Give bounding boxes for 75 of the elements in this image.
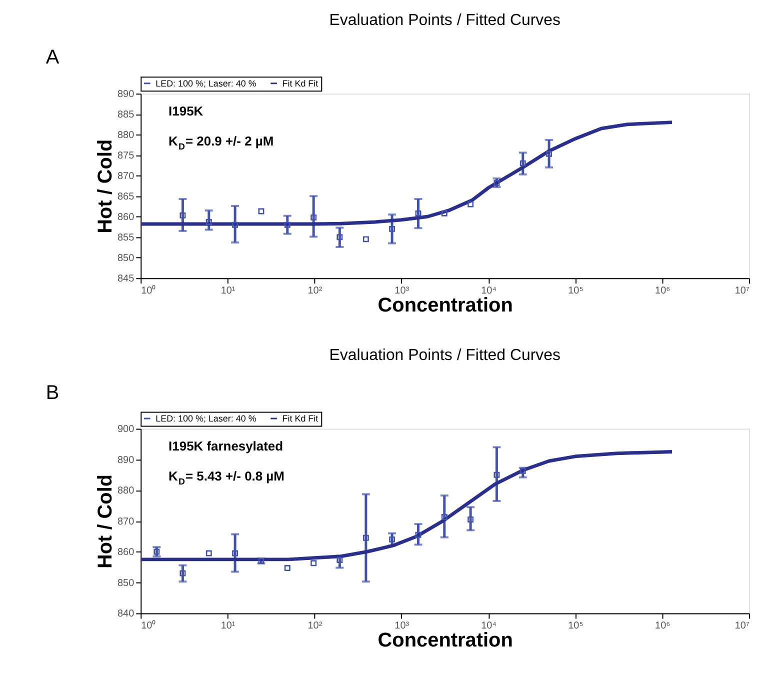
point (206, 218, 212, 225)
point (389, 536, 396, 542)
x-tick-label: 10⁷ (734, 286, 750, 297)
x-axis-title: Concentration (378, 294, 513, 317)
x-tick-label: 10⁶ (655, 286, 670, 297)
point (441, 514, 448, 520)
point (415, 210, 422, 216)
y-tick-label: 880 (118, 130, 135, 142)
y-tick-label: 900 (118, 424, 135, 436)
x-tick-label: 10² (308, 620, 323, 632)
point (415, 532, 422, 538)
legend-label: Fit Kd Fit (282, 78, 319, 88)
chart-title: Evaluation Points / Fitted Curves (329, 346, 560, 364)
x-tick-label: 10¹ (220, 286, 236, 297)
point (206, 550, 212, 556)
legend-label: LED: 100 %; Laser: 40 % (156, 78, 256, 88)
annotation: I195K farnesylated (168, 438, 284, 454)
legend-label: Fit Kd Fit (282, 414, 319, 424)
y-axis-title: Hot / Cold (94, 474, 117, 569)
y-tick-label: 890 (118, 454, 135, 466)
y-tick-label: 885 (118, 110, 135, 121)
y-tick-label: 845 (118, 274, 135, 285)
x-tick-label: 10³ (394, 286, 410, 297)
point (441, 210, 448, 216)
y-tick-label: 865 (118, 192, 135, 203)
point (310, 214, 317, 220)
x-tick-label: 10² (308, 286, 323, 297)
point (362, 534, 369, 541)
y-tick-label: 855 (118, 232, 135, 244)
point (258, 208, 264, 214)
y-tick-label: 870 (118, 171, 135, 182)
y-tick-label: 840 (118, 608, 135, 620)
point (284, 565, 290, 572)
x-tick-label: 10¹ (220, 620, 236, 632)
point (389, 226, 396, 232)
y-tick-label: 890 (118, 89, 135, 100)
y-tick-label: 870 (118, 516, 135, 528)
point (284, 222, 290, 228)
x-tick-label: 10⁵ (568, 620, 584, 632)
x-axis-title: Concentration (378, 630, 513, 652)
x-tick-label: 10⁷ (734, 620, 750, 632)
point (310, 560, 317, 566)
chart-title: Evaluation Points / Fitted Curves (329, 12, 560, 29)
point (180, 570, 186, 576)
text: A (46, 46, 60, 69)
point (232, 550, 238, 556)
y-tick-label: 850 (118, 578, 135, 589)
x-tick-label: 10³ (394, 620, 410, 632)
point (336, 234, 343, 240)
point (232, 222, 238, 228)
point (494, 472, 500, 478)
legend-label: LED: 100 %; Laser: 40 % (156, 414, 256, 424)
x-tick-label: 10⁴ (481, 286, 496, 297)
point (468, 516, 474, 522)
y-axis-title: Hot / Cold (94, 139, 117, 234)
point (468, 201, 474, 208)
x-tick-label: 10⁴ (481, 620, 496, 632)
point (336, 557, 343, 564)
x-tick-label: 10⁵ (568, 286, 584, 297)
text: B (46, 382, 60, 404)
annotation: I195K (168, 104, 204, 119)
point (520, 468, 526, 474)
x-tick-label: 10⁰ (141, 620, 156, 632)
x-tick-label: 10⁶ (655, 620, 670, 632)
point (520, 160, 526, 166)
x-tick-label: 10⁰ (141, 284, 156, 297)
point (154, 548, 160, 555)
y-tick-label: 860 (118, 212, 135, 224)
point (362, 236, 369, 242)
point (546, 150, 552, 157)
y-tick-label: 860 (118, 547, 135, 558)
point (180, 212, 186, 218)
y-tick-label: 875 (118, 150, 135, 162)
y-tick-label: 850 (118, 253, 135, 264)
y-tick-label: 880 (118, 486, 135, 497)
